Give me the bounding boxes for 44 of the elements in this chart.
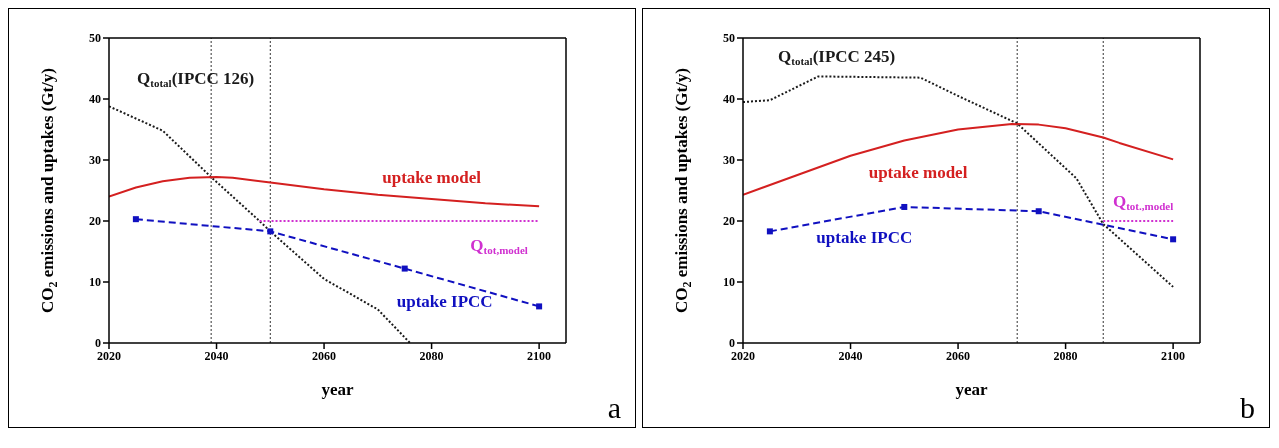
point bbox=[536, 303, 543, 310]
line-series bbox=[743, 123, 1175, 196]
y-tick-label: 0 bbox=[729, 336, 735, 351]
series-label: Q$_{tot.,model}$ bbox=[1112, 192, 1174, 213]
point bbox=[1170, 236, 1177, 243]
y-tick-label: 30 bbox=[723, 153, 735, 168]
point bbox=[901, 203, 908, 210]
y-tick-label: 20 bbox=[89, 214, 101, 229]
series-label: uptake IPCC bbox=[396, 291, 493, 311]
x-tick-label: 2100 bbox=[1161, 348, 1186, 363]
series-label: uptake IPCC bbox=[816, 227, 913, 247]
x-axis-title: year bbox=[955, 380, 988, 399]
series-label: Q$_{tot,model}$ bbox=[470, 236, 528, 257]
x-tick-label: 2060 bbox=[946, 348, 971, 363]
text: a bbox=[607, 391, 621, 424]
y-tick-label: 50 bbox=[723, 31, 735, 46]
series-label: Q$_{total}$(IPCC 245) bbox=[778, 47, 896, 68]
line-series bbox=[743, 75, 1175, 288]
x-axis-title: year bbox=[321, 380, 354, 399]
point bbox=[766, 228, 773, 235]
x-tick-label: 2080 bbox=[419, 348, 444, 363]
text: b bbox=[1240, 391, 1255, 424]
x-tick-label: 2020 bbox=[731, 348, 755, 363]
series-label: uptake model bbox=[382, 168, 482, 188]
x-tick-label: 2060 bbox=[312, 348, 337, 363]
y-tick-label: 40 bbox=[723, 92, 735, 107]
x-tick-label: 2040 bbox=[204, 348, 229, 363]
x-tick-label: 2020 bbox=[97, 348, 121, 363]
series-label: Q$_{total}$(IPCC 126) bbox=[137, 69, 255, 90]
y-tick-label: 30 bbox=[89, 153, 101, 168]
y-tick-label: 10 bbox=[89, 275, 101, 290]
x-tick-label: 2100 bbox=[527, 348, 552, 363]
y-tick-label: 20 bbox=[723, 214, 735, 229]
point bbox=[401, 265, 408, 272]
point bbox=[267, 228, 274, 235]
y-tick-label: 40 bbox=[89, 92, 101, 107]
series-label: uptake model bbox=[868, 162, 968, 182]
y-tick-label: 0 bbox=[95, 336, 101, 351]
point bbox=[132, 216, 139, 223]
x-tick-label: 2040 bbox=[838, 348, 863, 363]
point bbox=[1035, 208, 1042, 215]
y-tick-label: 10 bbox=[723, 275, 735, 290]
y-tick-label: 50 bbox=[89, 31, 101, 46]
x-tick-label: 2080 bbox=[1053, 348, 1078, 363]
